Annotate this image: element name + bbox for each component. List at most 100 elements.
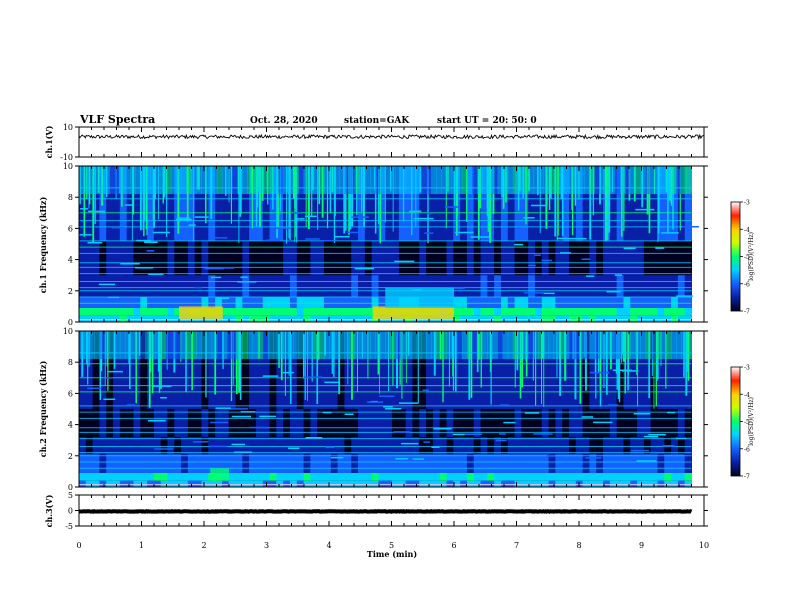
spectrogram-cell: [432, 275, 441, 298]
spectrogram-cell: [133, 480, 141, 487]
spectrogram-cell: [140, 437, 148, 455]
spectrogram-cell: [228, 472, 237, 481]
spectrogram-cell: [276, 166, 284, 241]
spectrogram-cell: [596, 480, 604, 487]
spectrogram-cell: [140, 297, 148, 308]
spectrogram-cell: [541, 409, 550, 438]
spectrogram-cell: [671, 240, 679, 276]
spectrogram-cell: [160, 480, 168, 487]
spectrogram-cell: [609, 275, 618, 298]
spectrogram-cell: [405, 331, 413, 409]
spectrogram-cell: [477, 166, 483, 195]
y-tick-label: 6: [68, 389, 73, 398]
spectrogram-cell: [507, 331, 514, 360]
spectrogram-cell: [79, 480, 87, 487]
spectrogram-cell: [562, 472, 570, 481]
spectrogram-cell: [181, 275, 189, 298]
spectrogram-cell: [317, 275, 325, 298]
spectrogram-cell: [216, 331, 223, 360]
spectrogram-cell: [228, 307, 237, 316]
spectrogram-cell: [262, 472, 271, 481]
spectrogram-cell: [318, 166, 325, 195]
spectrogram-cell: [609, 480, 618, 487]
spectrogram-cell: [569, 454, 577, 473]
spectrogram-cell: [657, 315, 665, 322]
spectrogram-cell: [369, 166, 376, 195]
spectrogram-cell: [494, 166, 502, 241]
spectrogram-cell: [494, 472, 502, 481]
spectrogram-cell: [460, 454, 468, 473]
spectrogram-cell: [637, 409, 645, 438]
spectrogram-cell: [160, 437, 168, 455]
spectrogram-cell: [174, 315, 182, 322]
spectrogram-cell: [242, 315, 250, 322]
time-tick-label: 2: [201, 541, 206, 550]
spectrogram-cell: [85, 307, 94, 316]
spectrogram-cell: [99, 331, 106, 360]
spectrogram-cell: [318, 331, 325, 360]
spectrogram-cell: [684, 437, 692, 455]
spectrogram-cell: [160, 472, 168, 481]
spectrogram-cell: [603, 480, 611, 487]
spectrogram-cell: [106, 437, 114, 455]
spectrogram-cell: [686, 166, 692, 195]
spectrogram-cell: [466, 275, 475, 298]
spectrogram-cell: [378, 331, 386, 409]
spectrogram-cell: [371, 472, 379, 481]
spectrogram-cell: [79, 454, 87, 473]
spectrogram-cell: [645, 331, 652, 360]
spectrogram-cell: [473, 454, 482, 473]
spectrogram-cell: [150, 331, 157, 360]
spectrogram-cell: [106, 240, 114, 276]
spectrogram-cell: [494, 409, 502, 438]
spectrogram-cell: [92, 472, 100, 481]
spectrogram-cell: [165, 166, 172, 195]
y-tick-label: 4: [68, 421, 73, 430]
spectrogram-cell: [278, 331, 284, 360]
spectrogram-cell: [160, 409, 168, 438]
spectrogram-cell: [603, 472, 611, 481]
spectrogram-cell: [235, 454, 243, 473]
spectrogram-cell: [480, 454, 488, 473]
spectrogram-cell: [317, 454, 325, 473]
spectrogram-cell: [371, 454, 379, 473]
spectrogram-cell: [500, 307, 509, 316]
spectrogram-cell: [466, 331, 473, 360]
spectrogram-cell: [140, 331, 148, 409]
spectrogram-cell: [472, 331, 478, 360]
spectrogram-cell: [385, 240, 393, 276]
spectrogram-cell: [507, 240, 516, 276]
y-tick-label: -5: [65, 522, 73, 531]
spectrogram-cell: [514, 480, 522, 487]
spectrogram-cell: [378, 166, 386, 241]
ch3-voltage-axis-label: ch.3(V): [44, 494, 54, 527]
spectrogram-cell: [548, 315, 556, 322]
spectrogram-cell: [79, 275, 87, 298]
spectrogram-cell: [221, 240, 230, 276]
spectrogram-cell: [541, 454, 550, 473]
spectrogram-cell: [521, 275, 529, 298]
spectrogram-cell: [671, 437, 679, 455]
spectrogram-cell: [487, 275, 495, 298]
spectrogram-cell: [500, 275, 509, 298]
spectrogram-cell: [228, 480, 237, 487]
spectrogram-cell: [174, 240, 182, 276]
spectrogram-cell: [174, 307, 182, 316]
spectrogram-cell: [514, 240, 522, 276]
spectrogram-cell: [555, 297, 563, 308]
colorbar-tick-label: -7: [744, 309, 750, 316]
spectrogram-cell: [113, 437, 121, 455]
spectrogram-cell: [569, 166, 575, 195]
spectrogram-cell: [640, 331, 647, 360]
time-tick-label: 8: [576, 541, 581, 550]
spectrogram-cell: [267, 331, 274, 360]
spectrogram-cell: [395, 166, 402, 195]
spectrogram-cell: [392, 409, 400, 438]
spectrogram-cell: [155, 331, 162, 360]
spectrogram-cell: [153, 166, 162, 241]
spectrogram-cell: [167, 166, 175, 241]
spectrogram-cell: [133, 454, 141, 473]
spectrogram-cell: [664, 454, 672, 473]
spectrogram-cell: [262, 454, 271, 473]
spectrogram-cell: [119, 472, 128, 481]
